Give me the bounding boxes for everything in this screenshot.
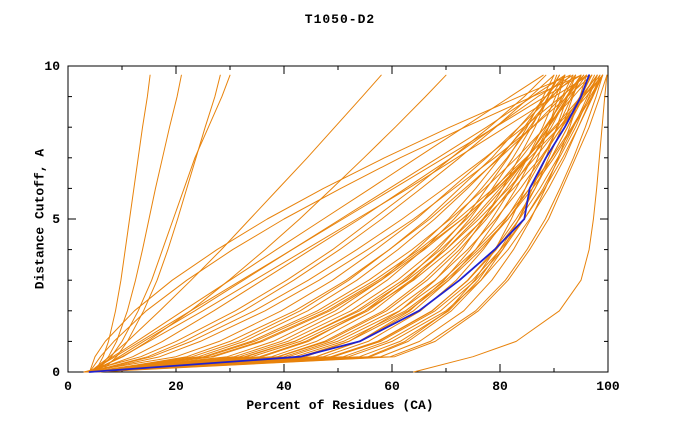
model-curve [94, 74, 608, 373]
model-curve [89, 74, 593, 373]
y-tick-label: 10 [44, 59, 60, 74]
x-tick-label: 100 [596, 379, 620, 394]
model-curve [89, 74, 585, 373]
model-curve [83, 74, 593, 373]
model-curve [89, 74, 574, 373]
model-curve [89, 74, 555, 373]
model-curve [89, 74, 593, 373]
model-curve [89, 74, 598, 373]
model-curve [94, 74, 182, 373]
model-curve [89, 74, 598, 373]
x-tick-label: 80 [492, 379, 508, 394]
model-curve [83, 74, 558, 373]
model-curve [89, 74, 587, 373]
model-curve [89, 74, 582, 373]
model-curve [89, 74, 593, 373]
model-curve [89, 74, 447, 373]
model-curve [99, 74, 221, 373]
x-tick-label: 60 [384, 379, 400, 394]
model-curve [89, 74, 590, 373]
model-curve [89, 74, 571, 373]
model-curve [89, 74, 577, 373]
x-axis-label: Percent of Residues (CA) [246, 398, 434, 413]
model-curve [94, 74, 582, 373]
x-tick-label: 40 [276, 379, 292, 394]
model-curve [94, 74, 585, 373]
model-curve [89, 74, 604, 373]
model-curve [413, 74, 608, 373]
model-curve [89, 74, 566, 373]
y-tick-label: 0 [52, 365, 60, 380]
x-tick-label: 20 [168, 379, 184, 394]
model-curve [89, 74, 582, 373]
model-curve [94, 74, 151, 373]
model-curve [83, 74, 577, 373]
model-curve [94, 74, 231, 373]
model-curve [89, 74, 544, 373]
model-curve [83, 74, 555, 373]
model-curve [94, 74, 601, 373]
chart-title: T1050-D2 [304, 12, 376, 27]
model-curve [89, 74, 604, 373]
model-curve [89, 74, 582, 373]
model-curve [89, 74, 604, 373]
model-curve [89, 74, 382, 373]
model-curve [89, 74, 601, 373]
model-curve [83, 74, 547, 373]
y-tick-label: 5 [52, 212, 60, 227]
x-tick-label: 0 [64, 379, 72, 394]
model-curve [89, 74, 604, 373]
highlight-curve [88, 74, 590, 373]
model-curve [83, 74, 560, 373]
model-curve [94, 74, 566, 373]
